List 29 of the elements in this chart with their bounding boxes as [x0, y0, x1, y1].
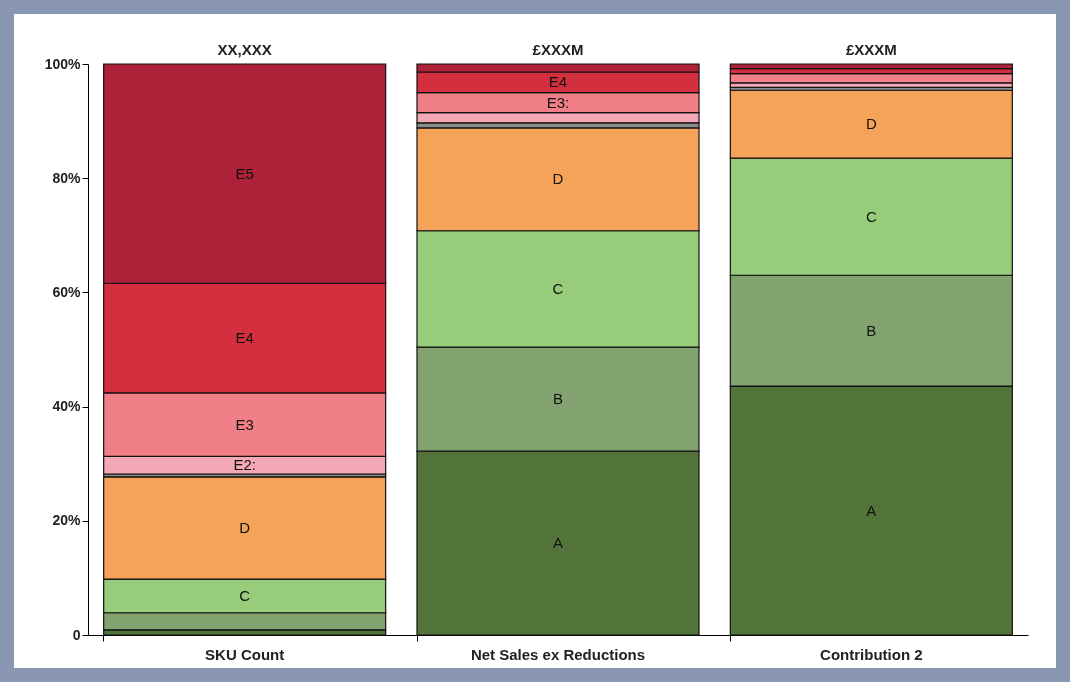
data-label: C: [552, 279, 564, 297]
x-tick-label: Net Sales ex Reductions: [470, 645, 646, 663]
x-tick-label: SKU Count: [205, 645, 285, 663]
data-label: E3:: [546, 93, 570, 111]
data-label: D: [865, 115, 877, 133]
total-label: £XXXM: [532, 41, 584, 58]
data-label: B: [866, 321, 877, 339]
data-label: C: [239, 586, 251, 604]
y-tick-label: 20%: [52, 512, 82, 529]
data-label: E4: [548, 73, 568, 91]
data-label: D: [239, 518, 251, 536]
y-tick-label: 0: [72, 626, 81, 643]
data-label: A: [866, 501, 877, 519]
total-label: £XXXM: [845, 41, 897, 58]
data-label: A: [552, 534, 564, 552]
data-label: E2:: [233, 456, 256, 474]
x-tick-label: Contribution 2: [820, 645, 923, 663]
data-label: D: [552, 170, 564, 188]
total-label: XX,XXX: [217, 41, 272, 58]
data-label: E4: [235, 329, 254, 347]
data-label: C: [865, 207, 877, 225]
data-label: B: [552, 390, 564, 408]
data-label: E3: [235, 415, 254, 433]
bar: [729, 63, 1013, 70]
y-tick-label: 100%: [44, 55, 82, 72]
y-tick-label: 40%: [52, 398, 82, 415]
data-label: E5: [235, 164, 254, 182]
y-tick-label: 80%: [52, 169, 82, 186]
y-tick-label: 60%: [52, 283, 82, 300]
